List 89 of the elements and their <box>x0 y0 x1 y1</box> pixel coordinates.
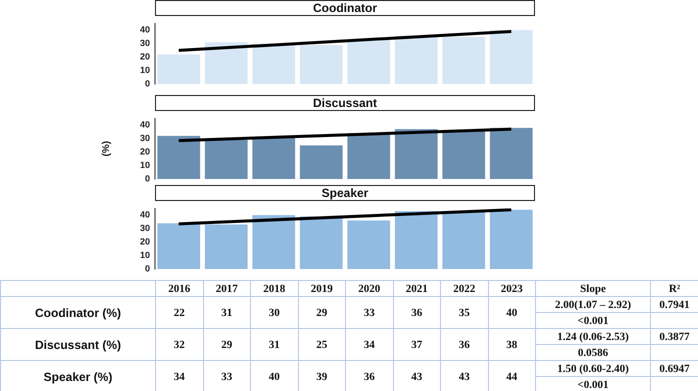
chart-title: Speaker <box>155 185 535 201</box>
bar <box>300 216 343 269</box>
data-label: 29 <box>298 296 346 328</box>
bar <box>347 40 390 84</box>
data-label: 33 <box>346 296 393 328</box>
data-label: 29 <box>203 328 250 360</box>
data-label: 36 <box>393 296 440 328</box>
text: 0.3877 <box>650 328 698 344</box>
data-label: 25 <box>298 328 346 360</box>
category-label: 2020 <box>358 282 380 294</box>
bar <box>300 145 343 179</box>
data-label: 32 <box>156 328 203 360</box>
text: Coodinator (%) <box>0 296 156 328</box>
bar <box>157 223 200 269</box>
data-label: 44 <box>488 360 536 391</box>
bar <box>394 129 438 179</box>
text: Slope <box>536 280 650 296</box>
bar <box>394 36 438 84</box>
bar <box>157 54 200 84</box>
y-axis-title: (%) <box>100 140 112 156</box>
bar <box>442 130 486 179</box>
data-label: 40 <box>250 360 298 391</box>
data-label: 33 <box>203 360 250 391</box>
bar <box>442 36 486 84</box>
bar <box>442 211 486 269</box>
y-tick-label: 10 <box>140 65 150 76</box>
y-tick-label: 10 <box>140 250 150 260</box>
text: <0.001 <box>536 312 650 328</box>
bar <box>347 133 390 179</box>
text: 2.00(1.07 – 2.92) <box>536 296 650 312</box>
y-tick-label: 0 <box>144 173 150 184</box>
chart-title: Coodinator <box>155 0 535 16</box>
bar <box>204 224 248 269</box>
category-label: 2021 <box>406 282 428 294</box>
category-label: 2018 <box>263 282 286 294</box>
bar <box>490 210 533 269</box>
y-tick-label: 20 <box>140 52 150 62</box>
category-label: 2023 <box>500 282 523 294</box>
y-tick-label: 20 <box>140 146 150 157</box>
text: <0.001 <box>536 376 650 391</box>
bar <box>490 30 533 84</box>
bar <box>204 42 248 84</box>
y-tick-label: 30 <box>140 133 150 144</box>
bar <box>157 136 200 179</box>
y-tick-label: 30 <box>140 38 150 48</box>
bar <box>347 220 390 269</box>
data-label: 35 <box>440 296 488 328</box>
bar <box>252 137 296 179</box>
data-label: 30 <box>250 296 298 328</box>
text: 0.0586 <box>536 344 650 360</box>
bar <box>252 44 296 84</box>
data-label: 31 <box>250 328 298 360</box>
y-tick-label: 40 <box>140 120 150 130</box>
bar <box>204 140 248 179</box>
text: R² <box>650 280 698 296</box>
y-tick-label: 30 <box>140 223 150 234</box>
bar <box>490 128 533 179</box>
y-tick-label: 20 <box>140 236 150 247</box>
data-label: 36 <box>346 360 393 391</box>
data-label: 40 <box>488 296 536 328</box>
text: Speaker (%) <box>0 360 156 391</box>
bar <box>394 211 438 269</box>
text: 1.50 (0.60-2.40) <box>536 360 650 376</box>
text: 0.6947 <box>650 360 698 376</box>
category-label: 2019 <box>310 282 333 294</box>
text: 0.7941 <box>650 296 698 312</box>
data-label: 38 <box>488 328 536 360</box>
data-label: 43 <box>393 360 440 391</box>
category-label: 2017 <box>216 282 238 294</box>
data-label: 37 <box>393 328 440 360</box>
y-tick-label: 0 <box>144 263 150 274</box>
y-tick-label: 10 <box>140 160 150 170</box>
y-tick-label: 0 <box>144 78 150 88</box>
text: Discussant (%) <box>0 328 156 360</box>
chart-title: Discussant <box>155 95 535 111</box>
data-label: 36 <box>440 328 488 360</box>
data-label: 31 <box>203 296 250 328</box>
data-label: 22 <box>156 296 203 328</box>
data-label: 43 <box>440 360 488 391</box>
category-label: 2016 <box>168 282 190 294</box>
data-label: 39 <box>298 360 346 391</box>
category-label: 2022 <box>453 282 476 294</box>
data-label: 34 <box>346 328 393 360</box>
data-label: 34 <box>156 360 203 391</box>
y-tick-label: 40 <box>140 24 150 35</box>
y-tick-label: 40 <box>140 210 150 220</box>
bar <box>252 215 296 269</box>
text: 1.24 (0.06-2.53) <box>536 328 650 344</box>
bar <box>300 44 343 84</box>
